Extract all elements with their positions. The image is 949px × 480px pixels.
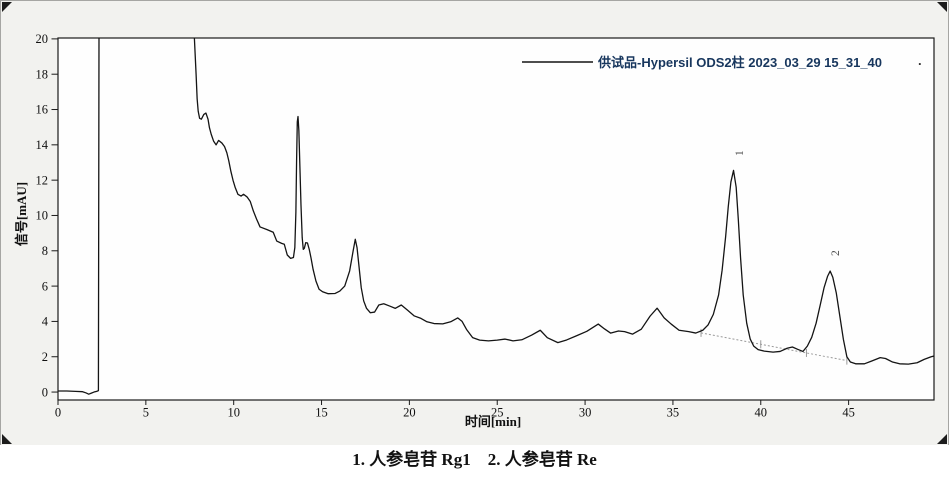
selection-handle-top-right[interactable] bbox=[937, 2, 947, 12]
y-tick-label: 0 bbox=[42, 385, 48, 399]
plot-area bbox=[57, 37, 935, 401]
integration-baseline bbox=[700, 328, 848, 365]
x-tick-label: 25 bbox=[491, 406, 504, 420]
y-tick-label: 18 bbox=[36, 67, 49, 81]
x-tick-label: 0 bbox=[55, 406, 61, 420]
selection-handle-bottom-right[interactable] bbox=[937, 434, 947, 444]
x-tick-label: 10 bbox=[227, 406, 240, 420]
y-tick-label: 16 bbox=[36, 103, 49, 117]
y-tick-label: 2 bbox=[42, 350, 48, 364]
y-tick-label: 8 bbox=[42, 244, 48, 258]
x-axis-ticks: 0 5 10 15 20 25 30 35 40 45 bbox=[55, 400, 855, 420]
y-tick-label: 6 bbox=[42, 279, 48, 293]
x-tick-label: 20 bbox=[403, 406, 416, 420]
figure-caption: 1. 人参皂苷 Rg1 2. 人参皂苷 Re bbox=[0, 445, 949, 479]
signal-trace bbox=[58, 38, 934, 395]
x-tick-label: 45 bbox=[842, 406, 855, 420]
chromatogram-figure[interactable]: 0 2 4 6 8 10 12 14 16 18 20 0 5 10 15 20 25 30 35 40 45 信号[… bbox=[0, 0, 949, 446]
y-tick-label: 14 bbox=[36, 138, 49, 152]
peak-label-2: 2 bbox=[830, 250, 842, 256]
x-tick-label: 15 bbox=[315, 406, 328, 420]
selection-handle-bottom-left[interactable] bbox=[2, 434, 12, 444]
legend: 供试品-Hypersil ODS2柱 2023_03_29 15_31_40 . bbox=[522, 53, 922, 70]
x-tick-label: 30 bbox=[579, 406, 592, 420]
y-axis-title: 信号[mAU] bbox=[14, 182, 29, 246]
x-tick-label: 35 bbox=[667, 406, 680, 420]
x-tick-label: 40 bbox=[755, 406, 768, 420]
legend-trailing-dot: . bbox=[918, 53, 922, 68]
trace-path bbox=[58, 38, 934, 395]
selection-handle-top-left[interactable] bbox=[2, 2, 12, 12]
peak-label-1: 1 bbox=[734, 150, 746, 156]
x-tick-label: 5 bbox=[143, 406, 149, 420]
y-tick-label: 20 bbox=[36, 32, 49, 46]
y-tick-label: 12 bbox=[36, 173, 49, 187]
legend-label: 供试品-Hypersil ODS2柱 2023_03_29 15_31_40 bbox=[597, 55, 882, 70]
baseline-line bbox=[700, 332, 847, 362]
x-axis-title: 时间[min] bbox=[465, 414, 521, 429]
peak-labels: 12 bbox=[734, 150, 842, 256]
y-tick-label: 4 bbox=[42, 315, 49, 329]
y-axis-ticks: 0 2 4 6 8 10 12 14 16 18 20 bbox=[36, 32, 58, 399]
y-tick-label: 10 bbox=[36, 209, 49, 223]
